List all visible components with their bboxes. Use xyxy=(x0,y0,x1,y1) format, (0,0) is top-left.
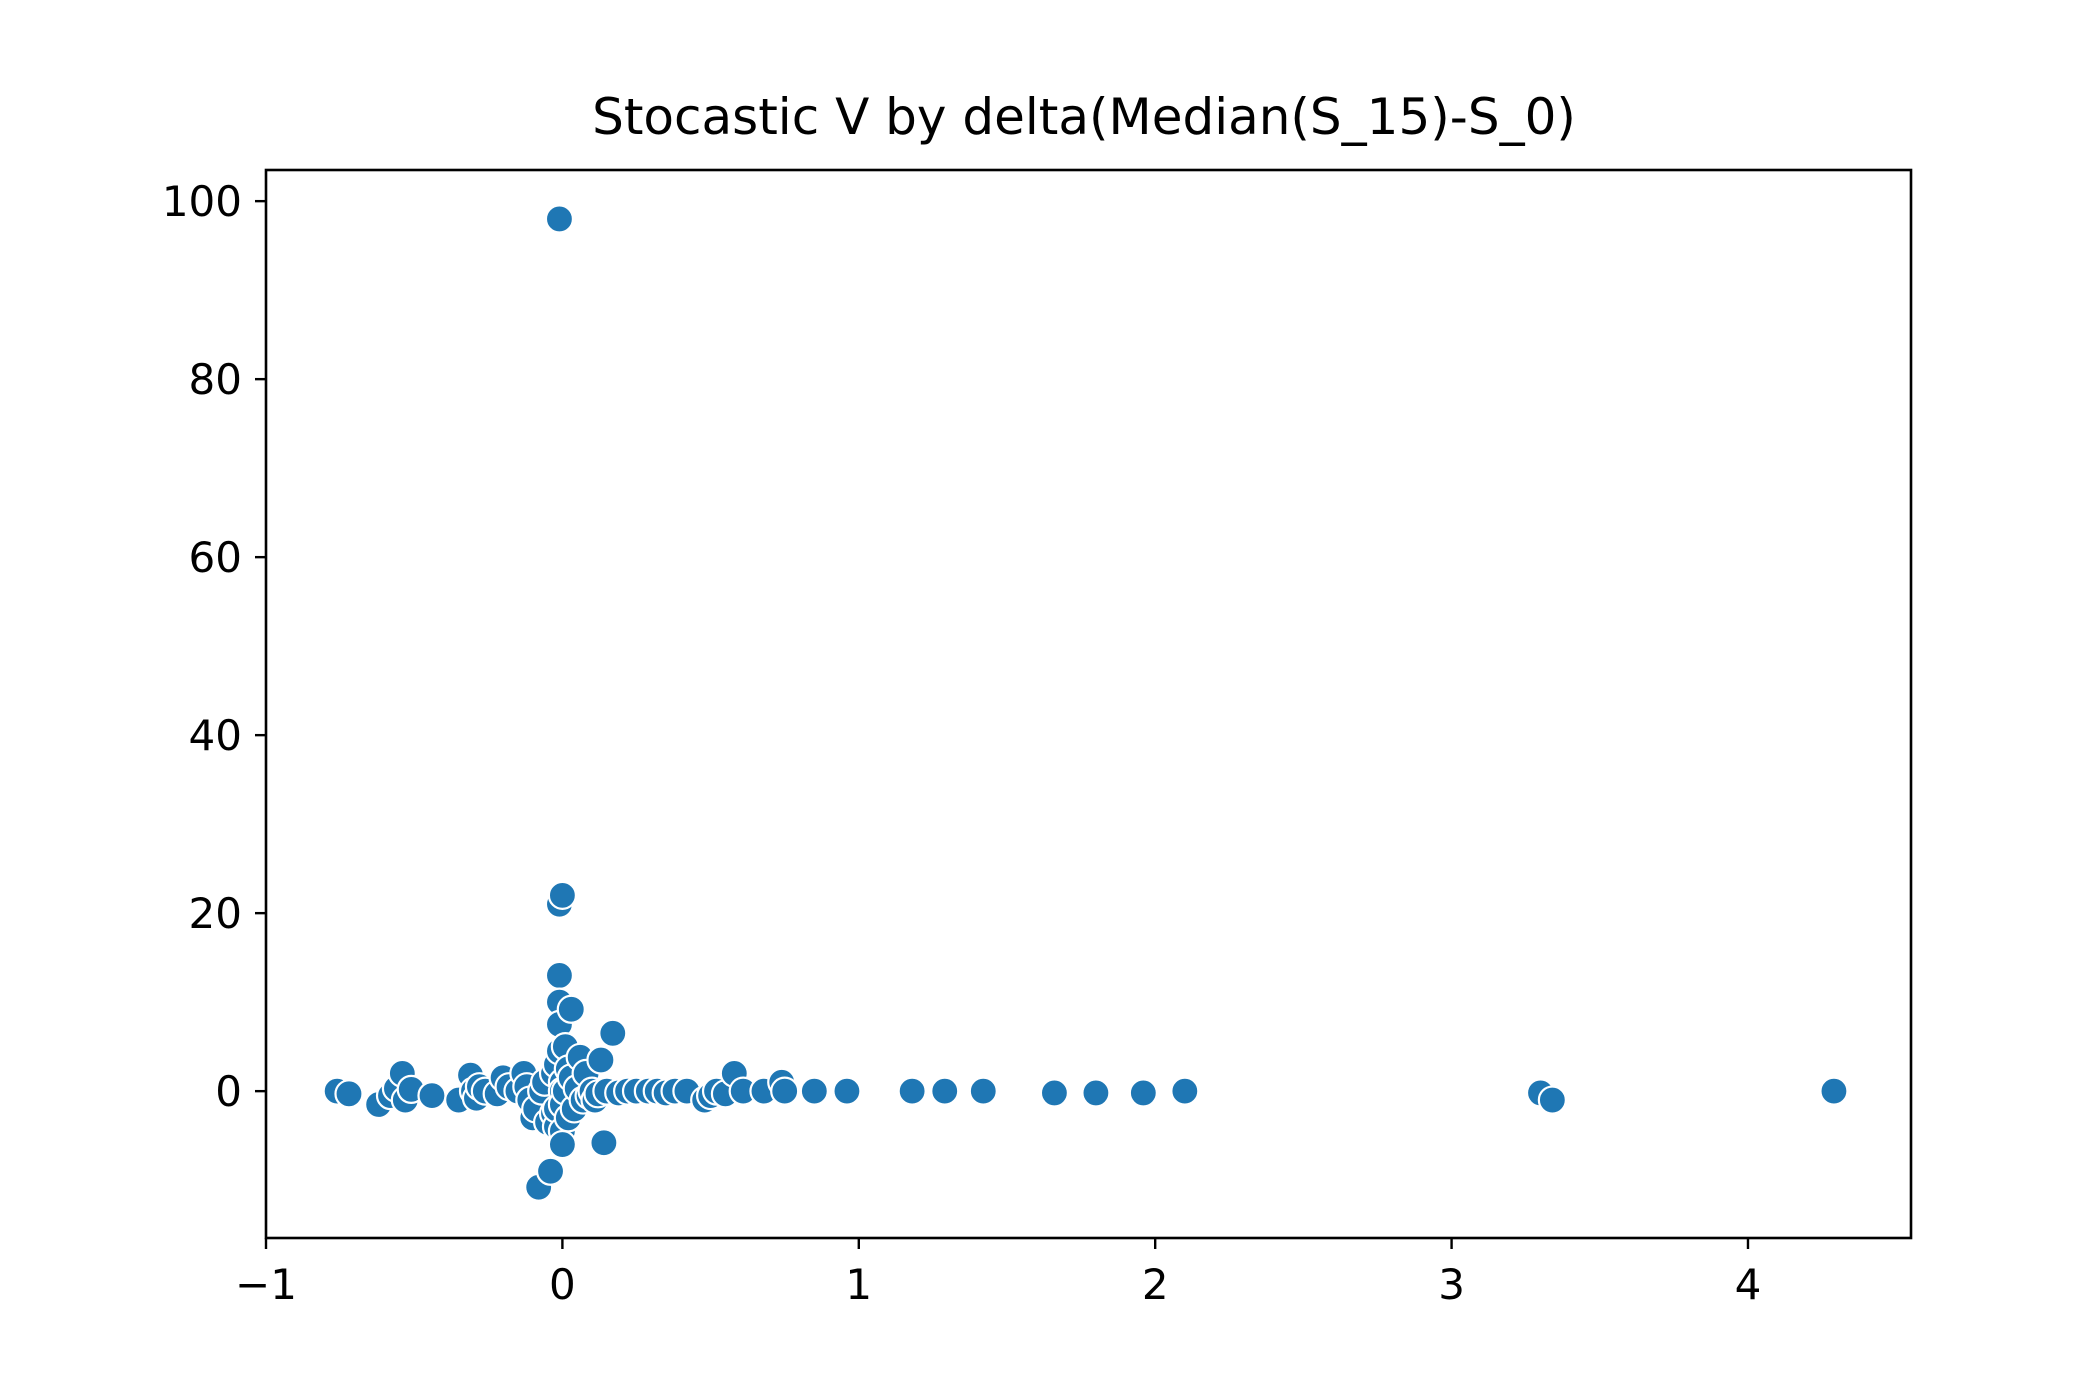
y-tick-label: 40 xyxy=(189,711,242,760)
x-tick-label: 1 xyxy=(845,1260,872,1309)
data-point xyxy=(897,1076,927,1106)
y-axis: 0 20 40 60 80 100 xyxy=(162,177,266,1116)
data-point xyxy=(544,960,575,991)
data-point xyxy=(930,1076,960,1106)
data-point xyxy=(770,1076,800,1106)
y-tick-label: 100 xyxy=(162,177,242,226)
x-tick-label: 4 xyxy=(1735,1260,1762,1309)
data-point xyxy=(1537,1085,1567,1115)
data-point xyxy=(1170,1076,1200,1106)
data-point xyxy=(1128,1078,1158,1108)
data-point xyxy=(1039,1078,1070,1108)
data-point xyxy=(1819,1076,1849,1106)
data-point xyxy=(598,1018,628,1048)
x-tick-label: −1 xyxy=(235,1260,297,1309)
x-axis: −1 0 1 2 3 4 xyxy=(235,1238,1761,1309)
plot-frame xyxy=(264,168,1913,1240)
data-point xyxy=(832,1076,862,1106)
y-tick-label: 60 xyxy=(189,533,242,582)
data-point xyxy=(586,1045,616,1075)
data-point xyxy=(417,1080,447,1111)
x-tick-label: 2 xyxy=(1142,1260,1169,1309)
data-point xyxy=(799,1076,829,1106)
data-point xyxy=(1081,1078,1111,1108)
data-points xyxy=(322,204,1849,1202)
data-point xyxy=(547,880,577,910)
data-point xyxy=(547,1129,577,1160)
data-point xyxy=(334,1079,364,1109)
data-point xyxy=(556,994,586,1024)
data-point xyxy=(968,1076,998,1106)
chart-title: Stocastic V by delta(Median(S_15)-S_0) xyxy=(592,88,1576,146)
y-tick-label: 0 xyxy=(215,1067,242,1116)
data-point xyxy=(535,1156,566,1186)
x-tick-label: 0 xyxy=(549,1260,576,1309)
y-tick-label: 20 xyxy=(189,889,242,938)
data-point xyxy=(589,1128,619,1158)
data-point xyxy=(544,204,575,234)
y-tick-label: 80 xyxy=(189,355,242,404)
x-tick-label: 3 xyxy=(1438,1260,1465,1309)
